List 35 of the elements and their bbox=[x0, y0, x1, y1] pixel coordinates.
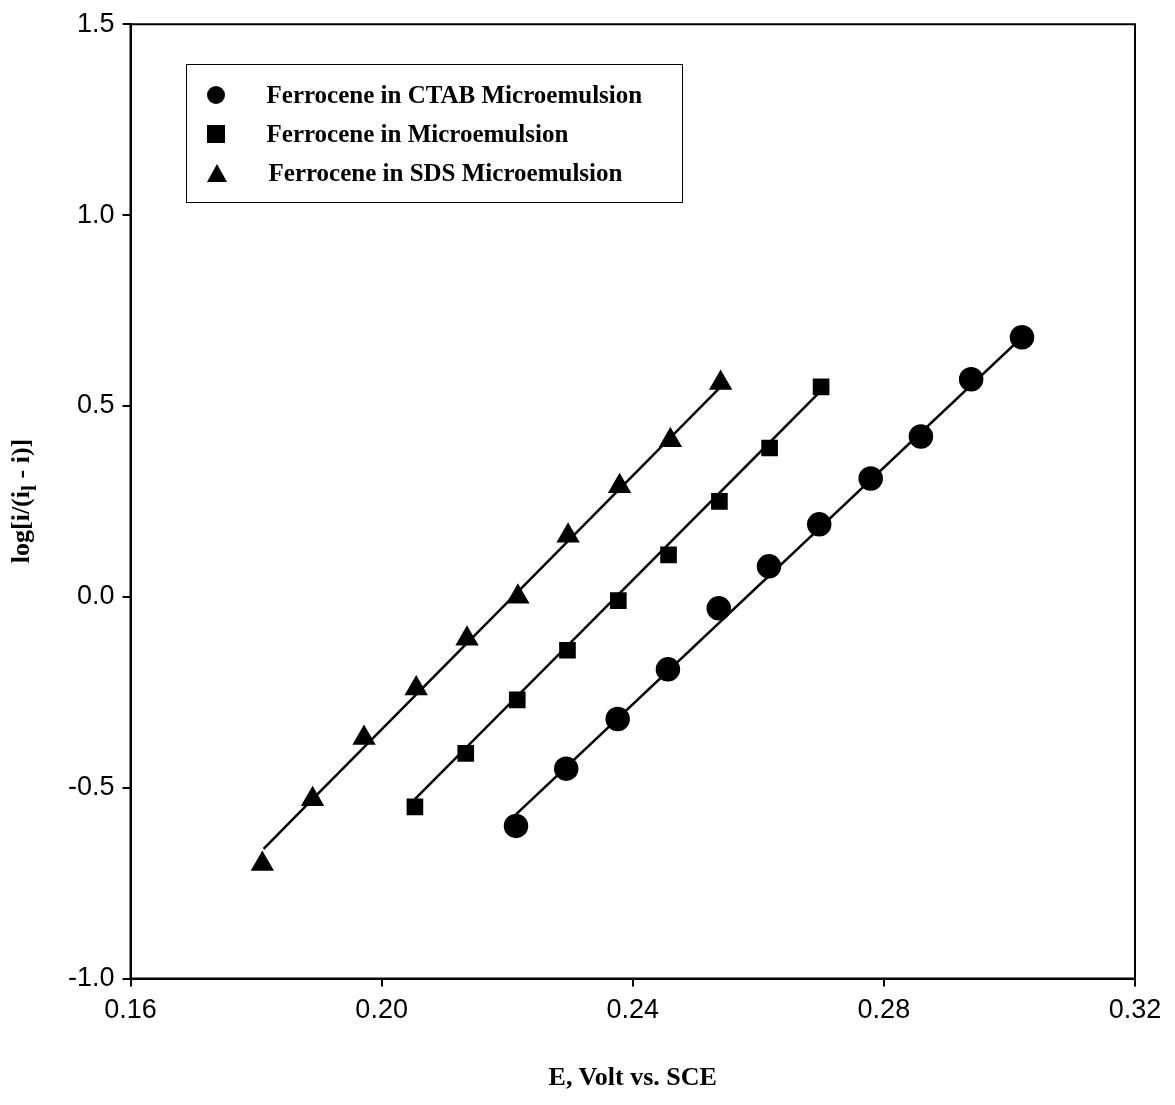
x-axis-title: E, Volt vs. SCE bbox=[548, 1062, 717, 1092]
point bbox=[553, 756, 579, 781]
point bbox=[605, 706, 630, 732]
point bbox=[711, 493, 728, 510]
point bbox=[457, 745, 475, 762]
x-tick-label: 0.16 bbox=[104, 994, 157, 1025]
point bbox=[610, 592, 627, 609]
point bbox=[655, 657, 681, 682]
point bbox=[756, 554, 782, 579]
legend-label: Ferrocene in CTAB Microemulsion bbox=[266, 80, 643, 109]
point bbox=[812, 378, 830, 396]
point bbox=[660, 546, 677, 564]
x-tick-label: 0.24 bbox=[606, 994, 660, 1025]
x-tick-label: 0.28 bbox=[857, 994, 911, 1025]
y-tick-label: 0.5 bbox=[76, 389, 115, 420]
y-tick-label: -0.5 bbox=[67, 771, 115, 802]
point bbox=[761, 439, 778, 457]
point bbox=[858, 466, 883, 491]
point bbox=[706, 596, 732, 621]
x-tick-label: 0.20 bbox=[355, 994, 408, 1025]
legend-label: Ferrocene in Microemulsion bbox=[266, 119, 569, 148]
y-tick-label: 1.5 bbox=[76, 7, 115, 38]
point bbox=[559, 641, 576, 659]
y-tick-label: -1.0 bbox=[67, 962, 115, 993]
y-tick-label: 1.0 bbox=[76, 198, 115, 229]
y-tick-label: 0.0 bbox=[76, 580, 115, 611]
point bbox=[1009, 324, 1035, 350]
point bbox=[958, 366, 984, 392]
point bbox=[406, 798, 424, 816]
point bbox=[908, 424, 934, 449]
point bbox=[806, 512, 832, 537]
x-tick-label: 0.32 bbox=[1108, 994, 1162, 1025]
point bbox=[503, 813, 529, 839]
legend-label: Ferrocene in SDS Microemulsion bbox=[268, 158, 623, 187]
point bbox=[508, 691, 526, 709]
